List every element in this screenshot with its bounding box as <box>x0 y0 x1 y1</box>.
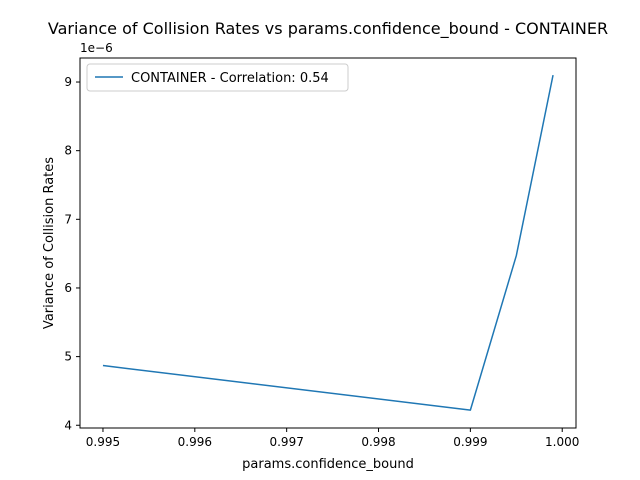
legend: CONTAINER - Correlation: 0.54 <box>86 63 349 92</box>
x-tick-label: 1.000 <box>545 435 579 449</box>
series-lines <box>102 75 554 411</box>
x-tick-label: 0.999 <box>453 435 487 449</box>
y-tick-label: 4 <box>64 418 72 432</box>
y-tick-label: 5 <box>64 350 72 364</box>
series-line <box>102 75 554 411</box>
y-axis-label: Variance of Collision Rates <box>42 157 57 329</box>
x-tick-label: 0.996 <box>178 435 212 449</box>
x-axis-label: params.confidence_bound <box>242 457 414 472</box>
y-tick-label: 6 <box>64 281 72 295</box>
legend-box <box>86 63 349 92</box>
y-tick-label: 9 <box>64 75 72 89</box>
y-tick-label: 8 <box>64 144 72 158</box>
plot-frame <box>79 57 577 429</box>
x-tick-label: 0.997 <box>269 435 303 449</box>
x-axis: 0.995 0.996 0.997 0.998 0.999 1.000 <box>86 428 579 449</box>
y-offset-label: 1e−6 <box>80 41 113 55</box>
x-tick-label: 0.995 <box>86 435 120 449</box>
chart-title: Variance of Collision Rates vs params.co… <box>48 19 608 39</box>
y-tick-label: 7 <box>64 212 72 226</box>
y-axis: 4 5 6 7 8 9 <box>64 75 80 432</box>
x-tick-label: 0.998 <box>361 435 395 449</box>
legend-entry-label: CONTAINER - Correlation: 0.54 <box>131 71 329 86</box>
